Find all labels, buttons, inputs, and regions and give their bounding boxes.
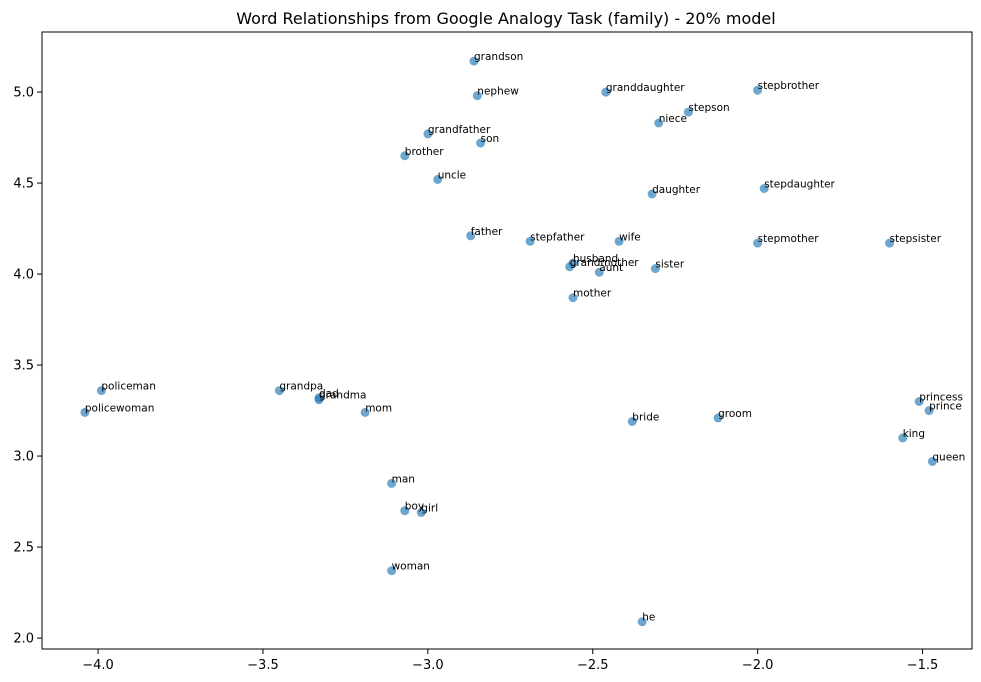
data-point <box>423 129 433 139</box>
x-tick-label: −3.0 <box>412 658 444 673</box>
y-tick-label: 4.0 <box>13 268 34 283</box>
point-label: stepmother <box>758 233 820 245</box>
data-point <box>476 138 486 148</box>
data-point <box>683 107 693 117</box>
data-point <box>650 264 660 274</box>
data-point <box>924 406 934 416</box>
point-label: policeman <box>101 381 155 393</box>
point-label: stepbrother <box>758 80 820 92</box>
data-point <box>387 566 397 576</box>
data-point <box>568 293 578 303</box>
y-tick-label: 2.5 <box>13 541 34 556</box>
point-label: queen <box>932 452 965 464</box>
point-label: grandmother <box>570 257 640 269</box>
data-point <box>400 506 410 516</box>
point-label: boy <box>405 501 424 513</box>
data-point <box>525 236 535 246</box>
point-label: man <box>392 473 415 485</box>
point-label: grandfather <box>428 124 491 136</box>
point-label: grandson <box>474 51 523 63</box>
point-label: stepsister <box>890 233 942 245</box>
data-point <box>400 151 410 161</box>
point-label: wife <box>619 231 641 243</box>
point-label: granddaughter <box>606 82 685 94</box>
point-label: woman <box>392 561 430 573</box>
y-tick-label: 3.5 <box>13 359 34 374</box>
y-axis: 2.0 2.5 3.0 3.5 4.0 4.5 5.0 <box>13 86 42 647</box>
point-label: husband <box>573 253 618 265</box>
point-label: stepfather <box>530 231 585 243</box>
point-label: policewoman <box>85 402 154 414</box>
point-label: father <box>471 226 503 238</box>
data-point <box>387 478 397 488</box>
data-point <box>274 386 284 396</box>
data-point <box>927 457 937 466</box>
data-point <box>469 56 479 66</box>
point-label: nephew <box>477 86 519 98</box>
data-point <box>466 231 476 241</box>
point-label: sister <box>655 259 684 271</box>
data-point <box>360 407 370 417</box>
point-label: aunt <box>599 262 623 274</box>
x-tick-label: −2.5 <box>577 658 609 673</box>
points-layer <box>80 56 937 627</box>
data-point <box>898 433 908 443</box>
point-label: girl <box>421 503 438 515</box>
y-tick-label: 3.0 <box>13 450 34 465</box>
data-point <box>647 189 657 199</box>
y-tick-label: 2.0 <box>13 632 34 647</box>
x-tick-label: −3.5 <box>247 658 279 673</box>
data-point <box>96 386 106 396</box>
data-point <box>594 267 604 277</box>
plot-frame <box>41 31 973 650</box>
point-labels-layer: grandson granddaughter stepbrother nephew st… <box>85 51 965 624</box>
x-tick-label: −1.5 <box>907 658 939 673</box>
point-label: grandma <box>319 390 366 402</box>
data-point <box>627 417 637 426</box>
point-label: groom <box>718 408 752 420</box>
data-point <box>80 407 90 417</box>
point-label: king <box>903 428 925 440</box>
y-tick-label: 5.0 <box>13 86 34 101</box>
data-point <box>759 184 769 193</box>
point-label: dad <box>319 388 339 400</box>
chart-title: Word Relationships from Google Analogy T… <box>236 9 775 28</box>
point-label: grandpa <box>279 381 323 393</box>
point-label: daughter <box>652 184 701 196</box>
point-label: son <box>481 133 500 145</box>
point-label: princess <box>919 392 963 404</box>
data-point <box>753 85 763 95</box>
data-point <box>601 87 611 97</box>
data-point <box>885 238 895 248</box>
data-point <box>614 236 624 246</box>
data-point <box>314 395 324 405</box>
data-point <box>753 238 763 248</box>
data-point <box>472 91 482 101</box>
point-label: brother <box>405 146 444 158</box>
x-tick-label: −2.0 <box>742 658 774 673</box>
point-label: prince <box>929 401 962 413</box>
point-label: uncle <box>438 169 466 181</box>
x-axis: −4.0 −3.5 −3.0 −2.5 −2.0 −1.5 <box>82 649 938 673</box>
data-point <box>914 397 924 406</box>
point-label: mother <box>573 288 612 300</box>
data-point <box>654 118 664 128</box>
point-label: stepson <box>688 102 729 114</box>
point-label: bride <box>632 412 659 424</box>
y-tick-label: 4.5 <box>13 177 34 192</box>
data-point <box>565 262 575 272</box>
point-label: stepdaughter <box>764 179 835 191</box>
data-point <box>416 508 426 517</box>
x-tick-label: −4.0 <box>82 658 114 673</box>
data-point <box>637 617 647 627</box>
data-point <box>433 174 443 184</box>
point-label: niece <box>659 113 687 125</box>
data-point <box>713 413 723 423</box>
point-label: he <box>642 612 655 624</box>
point-label: mom <box>365 402 392 414</box>
